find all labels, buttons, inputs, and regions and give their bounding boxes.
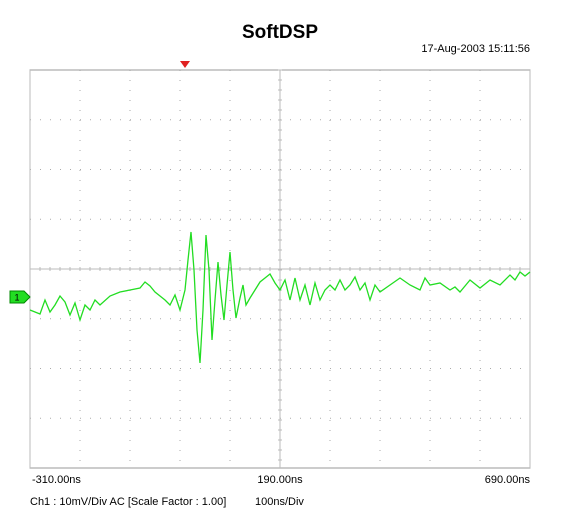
x-tick-label: 690.00ns (485, 474, 531, 486)
chart-title: SoftDSP (242, 22, 318, 43)
trace (29, 231, 531, 364)
channel-label: 1 (14, 292, 19, 302)
x-tick-label: 190.00ns (257, 474, 303, 486)
trigger-marker (180, 61, 190, 68)
channel-settings: Ch1 : 10mV/Div AC [Scale Factor : 1.00] (30, 496, 226, 508)
timebase: 100ns/Div (255, 496, 304, 508)
x-tick-label: -310.00ns (32, 474, 81, 486)
channel-marker (9, 290, 31, 304)
timestamp: 17-Aug-2003 15:11:56 (421, 43, 530, 55)
